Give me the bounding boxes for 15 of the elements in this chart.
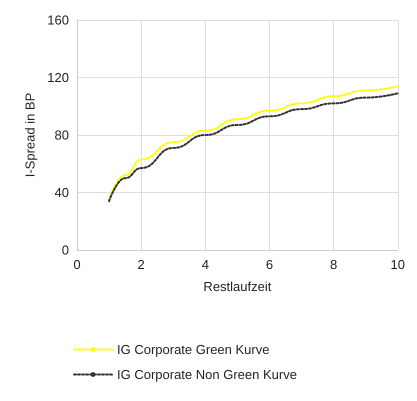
legend-label: IG Corporate Green Kurve xyxy=(117,342,270,357)
x-tick-label: 10 xyxy=(390,257,406,272)
y-tick-label: 0 xyxy=(62,242,69,258)
legend-label: IG Corporate Non Green Kurve xyxy=(117,367,297,382)
x-tick-label: 4 xyxy=(202,257,209,272)
x-tick-label: 6 xyxy=(266,257,274,272)
y-tick-label: 40 xyxy=(54,185,69,200)
y-axis-title: I-Spread in BP xyxy=(22,92,38,178)
y-tick-label: 80 xyxy=(54,128,69,142)
x-tick-label: 2 xyxy=(138,257,145,272)
x-axis-title: Restlaufzeit xyxy=(203,279,272,294)
y-tick-label: 160 xyxy=(47,12,69,28)
y-tick-label: 120 xyxy=(47,70,69,85)
x-tick-label: 8 xyxy=(330,257,338,272)
x-tick-label: 0 xyxy=(73,257,81,272)
